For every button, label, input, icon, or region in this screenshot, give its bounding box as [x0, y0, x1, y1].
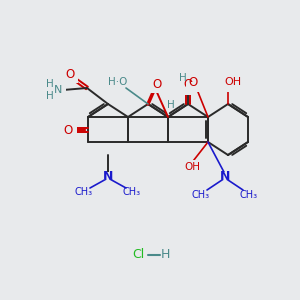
- FancyBboxPatch shape: [183, 85, 193, 95]
- Text: H: H: [179, 73, 187, 83]
- FancyBboxPatch shape: [186, 82, 206, 92]
- Text: H: H: [167, 100, 175, 110]
- Text: OH: OH: [184, 162, 200, 172]
- Text: H: H: [46, 79, 54, 89]
- Text: O: O: [65, 68, 75, 80]
- Text: N: N: [220, 169, 230, 182]
- Text: O: O: [152, 77, 162, 91]
- Text: OH: OH: [224, 77, 242, 87]
- FancyBboxPatch shape: [68, 73, 78, 83]
- FancyBboxPatch shape: [150, 83, 160, 93]
- Text: N: N: [54, 85, 62, 95]
- Text: O: O: [63, 124, 73, 136]
- Text: CH₃: CH₃: [240, 190, 258, 200]
- Text: Cl: Cl: [132, 248, 144, 262]
- Text: CH₃: CH₃: [123, 187, 141, 197]
- Text: H: H: [46, 91, 54, 101]
- Text: CH₃: CH₃: [75, 187, 93, 197]
- FancyBboxPatch shape: [218, 82, 238, 92]
- Text: N: N: [103, 169, 113, 182]
- Text: CH₃: CH₃: [192, 190, 210, 200]
- FancyBboxPatch shape: [221, 172, 229, 180]
- FancyBboxPatch shape: [56, 82, 66, 94]
- FancyBboxPatch shape: [183, 160, 197, 170]
- Text: O: O: [188, 76, 198, 88]
- Text: H: H: [160, 248, 170, 262]
- FancyBboxPatch shape: [67, 125, 77, 135]
- Text: O: O: [183, 79, 193, 92]
- Text: H·O: H·O: [108, 77, 128, 87]
- FancyBboxPatch shape: [104, 172, 112, 180]
